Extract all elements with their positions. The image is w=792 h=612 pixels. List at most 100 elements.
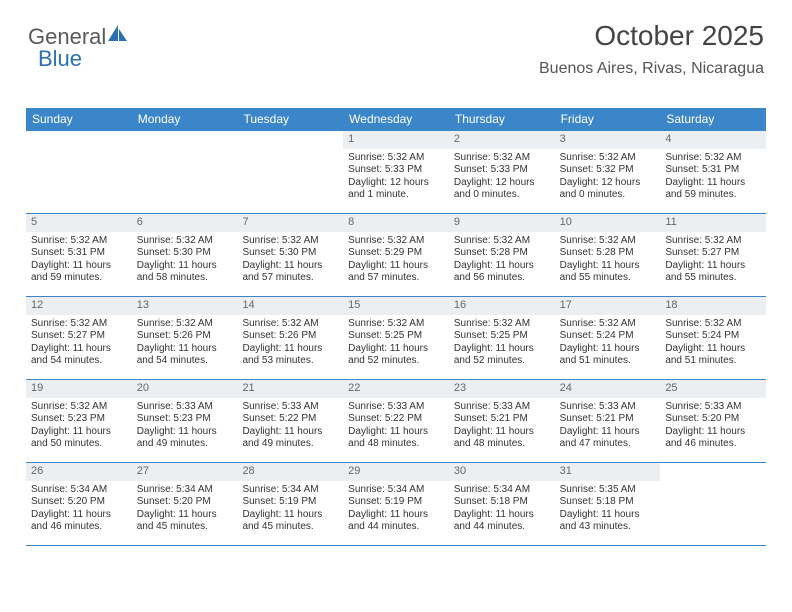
sunrise-text: Sunrise: 5:32 AM [665,152,761,165]
sunset-text: Sunset: 5:30 PM [137,247,233,260]
day-body: Sunrise: 5:33 AMSunset: 5:21 PMDaylight:… [555,400,661,455]
day-body: Sunrise: 5:34 AMSunset: 5:20 PMDaylight:… [26,483,132,538]
day-cell: 31Sunrise: 5:35 AMSunset: 5:18 PMDayligh… [555,463,661,545]
sunrise-text: Sunrise: 5:33 AM [348,401,444,414]
sunset-text: Sunset: 5:24 PM [560,330,656,343]
sunset-text: Sunset: 5:20 PM [31,496,127,509]
sunset-text: Sunset: 5:19 PM [242,496,338,509]
day-body: Sunrise: 5:32 AMSunset: 5:30 PMDaylight:… [132,234,238,289]
day-cell: 20 Sunrise: 5:33 AMSunset: 5:23 PMDayligh… [132,380,238,462]
day-cell: 8 Sunrise: 5:32 AMSunset: 5:29 PMDaylight… [343,214,449,296]
sunrise-text: Sunrise: 5:32 AM [665,235,761,248]
sunset-text: Sunset: 5:27 PM [31,330,127,343]
sunset-text: Sunset: 5:23 PM [31,413,127,426]
day-number: 5 [26,214,132,232]
daylight-text: Daylight: 11 hours and 51 minutes. [665,343,761,368]
sunrise-text: Sunrise: 5:32 AM [31,318,127,331]
daylight-text: Daylight: 11 hours and 51 minutes. [560,343,656,368]
day-cell: 30 Sunrise: 5:34 AMSunset: 5:18 PMDayligh… [449,463,555,545]
sunrise-text: Sunrise: 5:32 AM [665,318,761,331]
day-number: 27 [132,463,238,481]
daylight-text: Daylight: 11 hours and 54 minutes. [137,343,233,368]
daylight-text: Daylight: 11 hours and 45 minutes. [137,509,233,534]
day-cell: 10Sunrise: 5:32 AMSunset: 5:28 PMDayligh… [555,214,661,296]
day-number: 8 [343,214,449,232]
day-cell: 25Sunrise: 5:33 AMSunset: 5:20 PMDayligh… [660,380,766,462]
day-cell: 22 Sunrise: 5:33 AMSunset: 5:22 PMDayligh… [343,380,449,462]
daylight-text: Daylight: 11 hours and 48 minutes. [454,426,550,451]
day-body: Sunrise: 5:32 AMSunset: 5:29 PMDaylight:… [343,234,449,289]
day-number: 28 [237,463,343,481]
sunset-text: Sunset: 5:33 PM [348,164,444,177]
day-cell: 3Sunrise: 5:32 AMSunset: 5:32 PMDaylight… [555,131,661,213]
day-number: 14 [237,297,343,315]
sunrise-text: Sunrise: 5:33 AM [560,401,656,414]
day-number: 18 [660,297,766,315]
day-headers: SundayMondayTuesdayWednesdayThursdayFrid… [26,108,766,130]
daylight-text: Daylight: 11 hours and 59 minutes. [31,260,127,285]
daylight-text: Daylight: 11 hours and 56 minutes. [454,260,550,285]
day-number: 30 [449,463,555,481]
day-number: 26 [26,463,132,481]
day-number: 22 [343,380,449,398]
sunrise-text: Sunrise: 5:34 AM [454,484,550,497]
daylight-text: Daylight: 11 hours and 50 minutes. [31,426,127,451]
day-body: Sunrise: 5:34 AMSunset: 5:18 PMDaylight:… [449,483,555,538]
day-body: Sunrise: 5:33 AMSunset: 5:22 PMDaylight:… [237,400,343,455]
sunrise-text: Sunrise: 5:34 AM [242,484,338,497]
day-cell: 2Sunrise: 5:32 AMSunset: 5:33 PMDaylight… [449,131,555,213]
sunset-text: Sunset: 5:18 PM [560,496,656,509]
daylight-text: Daylight: 11 hours and 44 minutes. [454,509,550,534]
day-cell [237,131,343,213]
sunrise-text: Sunrise: 5:34 AM [137,484,233,497]
sunrise-text: Sunrise: 5:34 AM [31,484,127,497]
daylight-text: Daylight: 11 hours and 46 minutes. [665,426,761,451]
day-header: Sunday [26,108,132,130]
daylight-text: Daylight: 11 hours and 43 minutes. [560,509,656,534]
location: Buenos Aires, Rivas, Nicaragua [539,60,764,78]
daylight-text: Daylight: 11 hours and 55 minutes. [560,260,656,285]
day-number: 10 [555,214,661,232]
week-row: 5Sunrise: 5:32 AMSunset: 5:31 PMDaylight… [26,214,766,297]
sunset-text: Sunset: 5:27 PM [665,247,761,260]
day-cell: 29Sunrise: 5:34 AMSunset: 5:19 PMDayligh… [343,463,449,545]
day-header: Wednesday [343,108,449,130]
day-cell: 23Sunrise: 5:33 AMSunset: 5:21 PMDayligh… [449,380,555,462]
daylight-text: Daylight: 11 hours and 53 minutes. [242,343,338,368]
sunset-text: Sunset: 5:22 PM [242,413,338,426]
sunrise-text: Sunrise: 5:32 AM [242,235,338,248]
week-row: 26Sunrise: 5:34 AMSunset: 5:20 PMDayligh… [26,463,766,546]
daylight-text: Daylight: 12 hours and 0 minutes. [454,177,550,202]
day-number: 20 [132,380,238,398]
sunset-text: Sunset: 5:22 PM [348,413,444,426]
daylight-text: Daylight: 11 hours and 49 minutes. [137,426,233,451]
daylight-text: Daylight: 11 hours and 59 minutes. [665,177,761,202]
sunrise-text: Sunrise: 5:33 AM [242,401,338,414]
sunrise-text: Sunrise: 5:32 AM [137,318,233,331]
day-body: Sunrise: 5:32 AMSunset: 5:24 PMDaylight:… [660,317,766,372]
sunrise-text: Sunrise: 5:32 AM [454,318,550,331]
day-number: 21 [237,380,343,398]
sunrise-text: Sunrise: 5:32 AM [137,235,233,248]
daylight-text: Daylight: 11 hours and 44 minutes. [348,509,444,534]
logo-text-blue: Blue [38,46,82,72]
day-number: 7 [237,214,343,232]
day-body: Sunrise: 5:33 AMSunset: 5:23 PMDaylight:… [132,400,238,455]
daylight-text: Daylight: 11 hours and 58 minutes. [137,260,233,285]
daylight-text: Daylight: 11 hours and 57 minutes. [242,260,338,285]
sunset-text: Sunset: 5:26 PM [242,330,338,343]
day-cell: 24Sunrise: 5:33 AMSunset: 5:21 PMDayligh… [555,380,661,462]
sunset-text: Sunset: 5:21 PM [454,413,550,426]
sunrise-text: Sunrise: 5:32 AM [348,318,444,331]
day-cell: 12Sunrise: 5:32 AMSunset: 5:27 PMDayligh… [26,297,132,379]
sunset-text: Sunset: 5:18 PM [454,496,550,509]
day-body: Sunrise: 5:32 AMSunset: 5:33 PMDaylight:… [343,151,449,206]
day-cell: 16Sunrise: 5:32 AMSunset: 5:25 PMDayligh… [449,297,555,379]
daylight-text: Daylight: 11 hours and 48 minutes. [348,426,444,451]
sunrise-text: Sunrise: 5:32 AM [454,152,550,165]
day-number: 19 [26,380,132,398]
day-body: Sunrise: 5:32 AMSunset: 5:32 PMDaylight:… [555,151,661,206]
day-number: 2 [449,131,555,149]
sunrise-text: Sunrise: 5:33 AM [454,401,550,414]
day-body: Sunrise: 5:32 AMSunset: 5:25 PMDaylight:… [449,317,555,372]
